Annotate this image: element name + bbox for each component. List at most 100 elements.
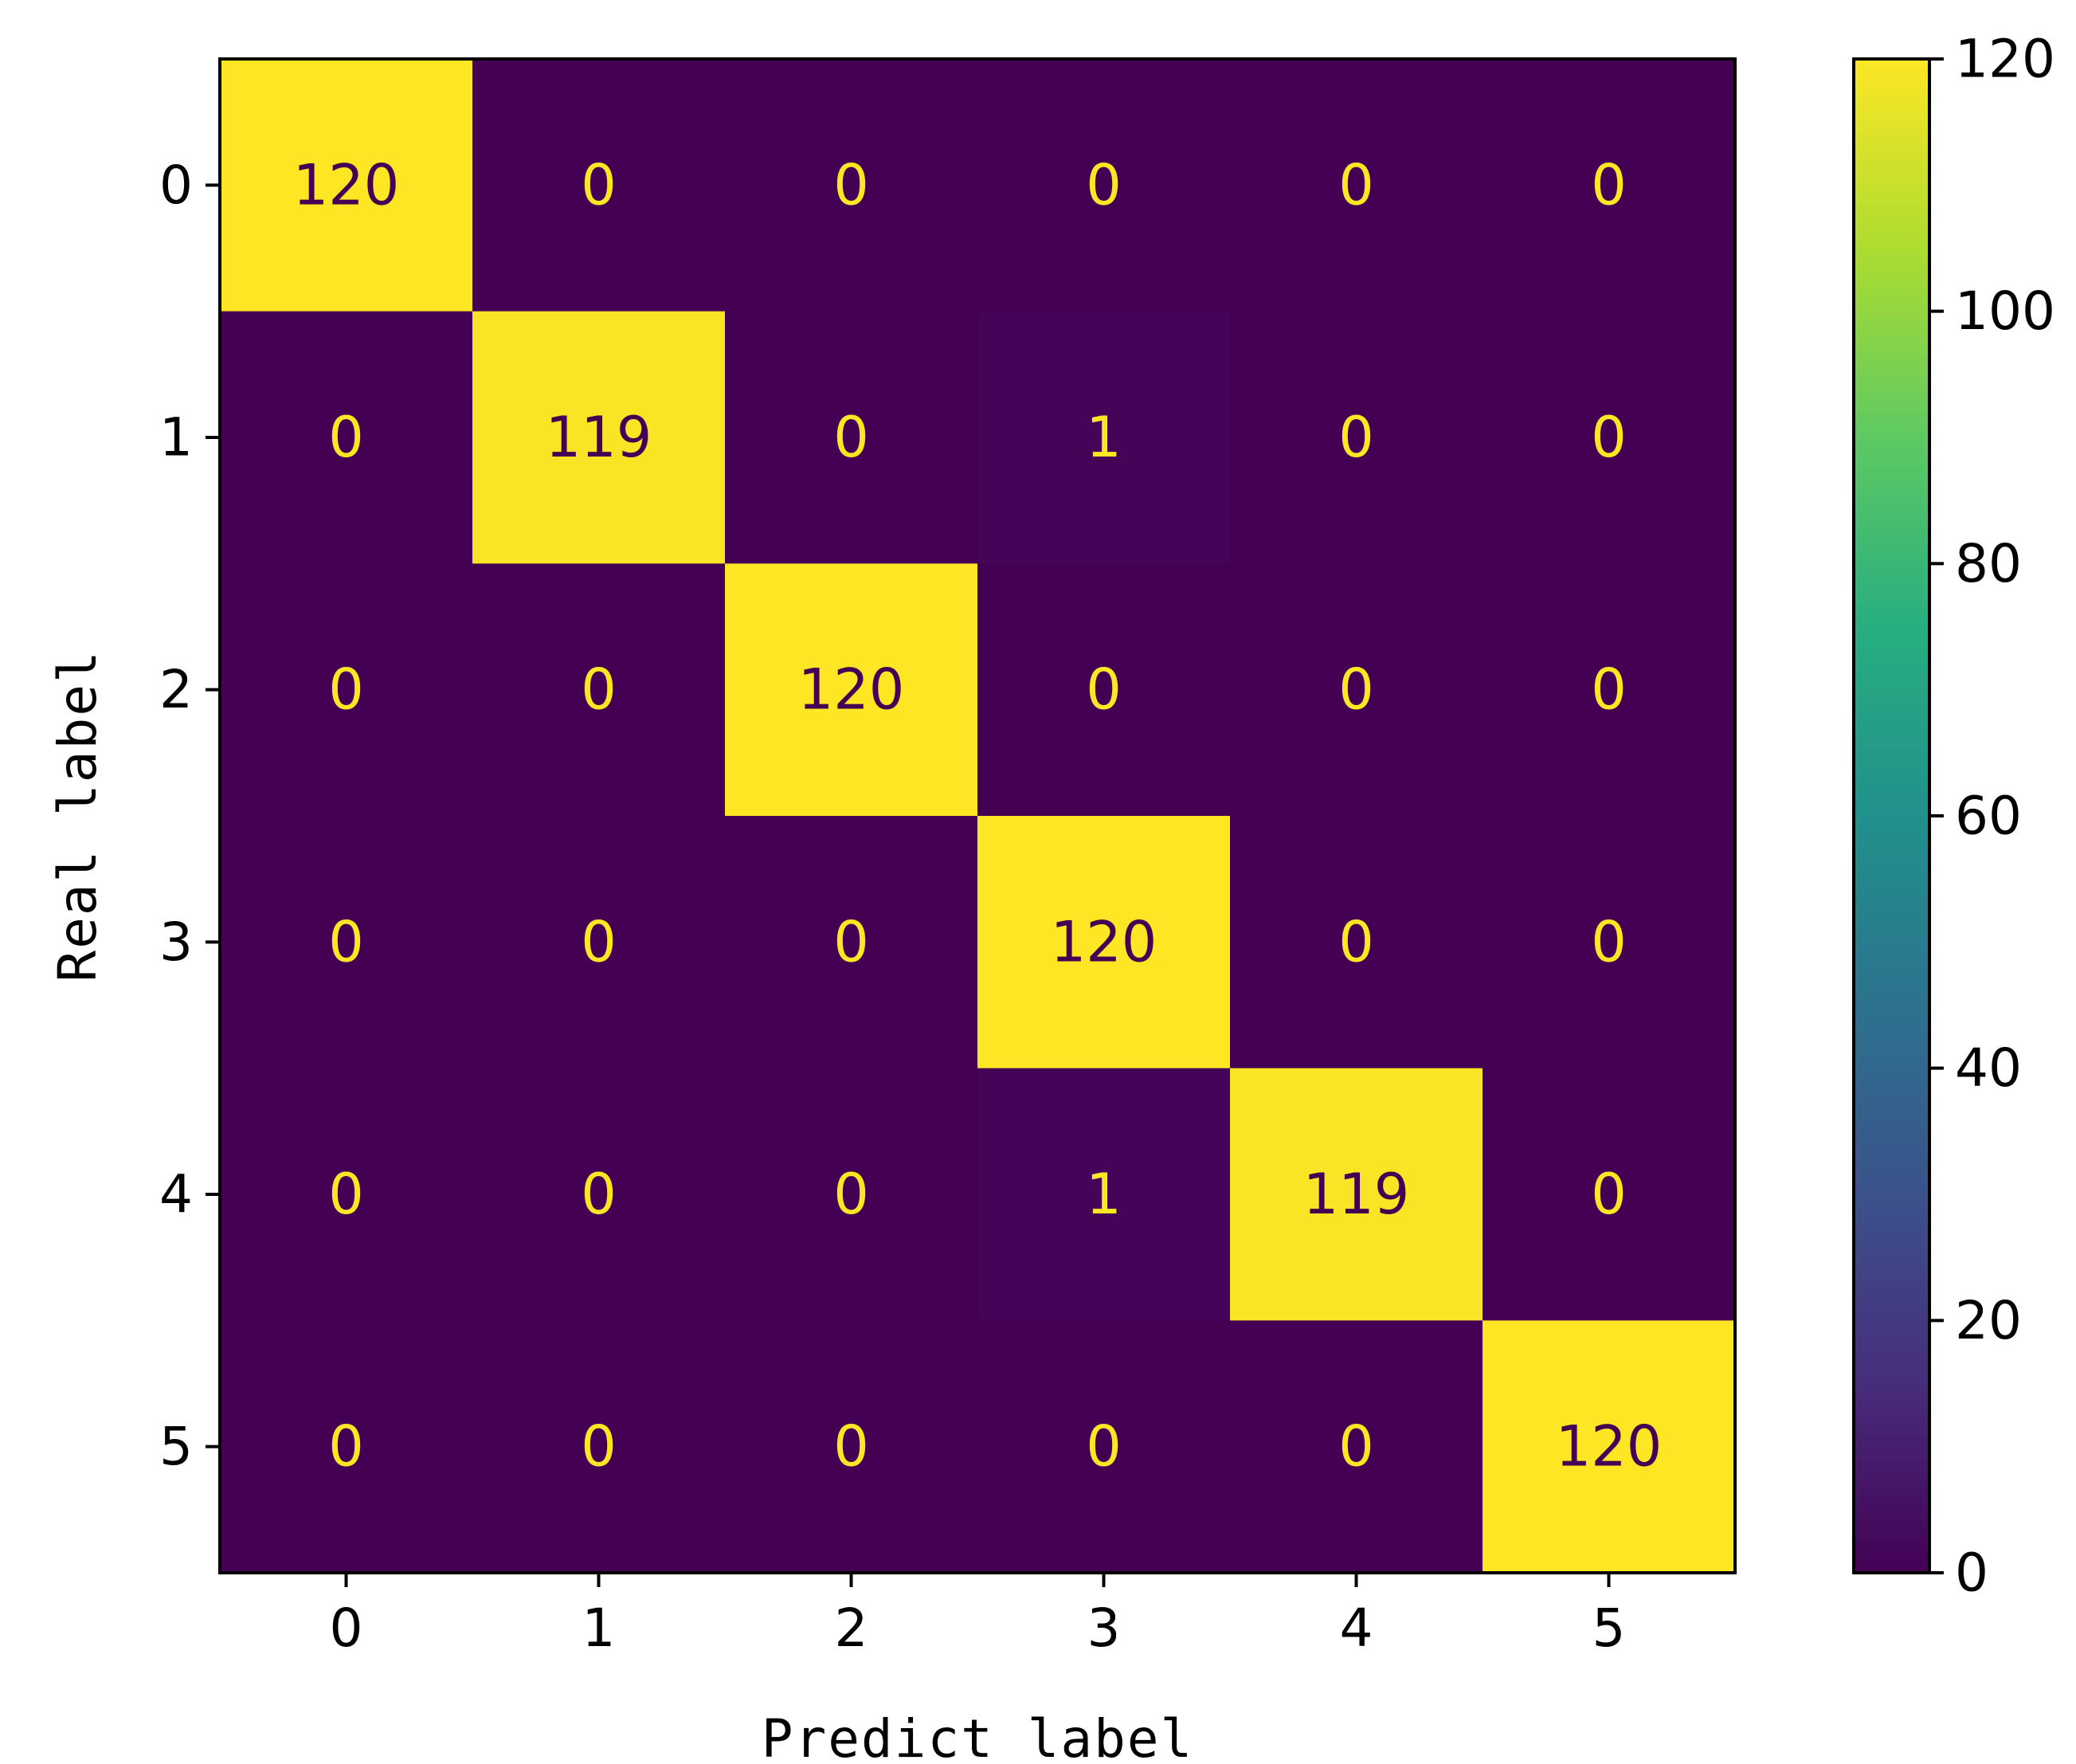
x-tick-label: 0 xyxy=(330,1597,363,1659)
heatmap-cell xyxy=(1230,59,1483,312)
cell-value-label: 0 xyxy=(1086,657,1122,723)
cell-value-label: 0 xyxy=(328,405,364,470)
colorbar-tick-label: 40 xyxy=(1955,1037,2022,1099)
heatmap-cells xyxy=(220,59,1736,1574)
y-tick-label: 0 xyxy=(159,155,193,216)
heatmap-cell xyxy=(472,816,726,1069)
heatmap-cell xyxy=(472,311,726,564)
heatmap-cell xyxy=(472,59,726,312)
x-axis-title: Predict label xyxy=(762,1708,1194,1764)
colorbar-tick-label: 0 xyxy=(1955,1543,1988,1604)
cell-value-label: 120 xyxy=(1051,909,1157,974)
y-tick-label: 4 xyxy=(159,1164,193,1225)
cell-value-label: 0 xyxy=(1338,405,1374,470)
cell-value-label: 120 xyxy=(293,152,400,218)
cell-value-label: 0 xyxy=(833,909,869,974)
heatmap-cell xyxy=(220,1068,473,1321)
heatmap-cell xyxy=(977,563,1231,817)
heatmap-cell xyxy=(977,1320,1231,1574)
heatmap-cell xyxy=(220,563,473,817)
cell-value-label: 0 xyxy=(1591,152,1627,218)
cell-value-label: 0 xyxy=(581,1162,617,1227)
heatmap-cell xyxy=(220,59,473,312)
heatmap-cell xyxy=(977,311,1231,564)
heatmap-cell xyxy=(472,563,726,817)
heatmap-cell xyxy=(1483,311,1736,564)
colorbar xyxy=(1854,59,1929,1573)
heatmap-cell xyxy=(1230,311,1483,564)
heatmap-cell-labels: 120 0 0 0 0 0 0 119 0 1 0 0 0 0 120 0 0 0 0 0 0 120 0 0 0 0 0 1 119 0… xyxy=(293,152,1663,1479)
heatmap-cell xyxy=(1483,1320,1736,1574)
colorbar-tick-label: 80 xyxy=(1955,533,2022,594)
cell-value-label: 0 xyxy=(833,152,869,218)
cell-value-label: 0 xyxy=(1338,909,1374,974)
cell-value-label: 0 xyxy=(1591,1162,1627,1227)
heatmap-cell xyxy=(1230,1068,1483,1321)
heatmap-cell xyxy=(472,1068,726,1321)
heatmap-cell xyxy=(220,311,473,564)
cell-value-label: 0 xyxy=(1338,657,1374,723)
heatmap-cell xyxy=(977,1068,1231,1321)
cell-value-label: 0 xyxy=(328,1414,364,1480)
heatmap-cell xyxy=(220,816,473,1069)
x-axis-ticks: 0 1 2 3 4 5 xyxy=(330,1573,1626,1659)
cell-value-label: 0 xyxy=(328,909,364,974)
cell-value-label: 0 xyxy=(1338,152,1374,218)
heatmap-cell xyxy=(1230,1320,1483,1574)
heatmap-cell xyxy=(725,1068,978,1321)
heatmap-cell xyxy=(725,563,978,817)
heatmap-cell xyxy=(1483,816,1736,1069)
heatmap-cell xyxy=(1230,816,1483,1069)
y-tick-label: 1 xyxy=(159,407,193,468)
cell-value-label: 0 xyxy=(1086,152,1122,218)
y-tick-label: 5 xyxy=(159,1416,193,1477)
cell-value-label: 0 xyxy=(1086,1414,1122,1480)
cell-value-label: 120 xyxy=(1556,1414,1663,1480)
cell-value-label: 0 xyxy=(1591,909,1627,974)
cell-value-label: 1 xyxy=(1086,405,1122,470)
heatmap-cell xyxy=(725,816,978,1069)
heatmap-cell xyxy=(220,1320,473,1574)
heatmap-cell xyxy=(472,1320,726,1574)
heatmap-cell xyxy=(725,59,978,312)
cell-value-label: 119 xyxy=(546,405,652,470)
heatmap-cell xyxy=(1483,563,1736,817)
y-tick-label: 2 xyxy=(159,659,193,720)
cell-value-label: 0 xyxy=(833,1162,869,1227)
y-axis-title: Real label xyxy=(47,649,108,982)
plot-frame xyxy=(218,57,1737,1574)
cell-value-label: 0 xyxy=(833,1414,869,1480)
x-tick-label: 1 xyxy=(582,1597,616,1659)
heatmap-cell xyxy=(1483,59,1736,312)
colorbar-tick-label: 20 xyxy=(1955,1290,2022,1351)
x-tick-label: 5 xyxy=(1592,1597,1626,1659)
heatmap-cell xyxy=(725,311,978,564)
cell-value-label: 0 xyxy=(581,1414,617,1480)
heatmap-cell xyxy=(1230,563,1483,817)
cell-value-label: 0 xyxy=(581,152,617,218)
cell-value-label: 120 xyxy=(798,657,905,723)
colorbar-tick-label: 120 xyxy=(1955,29,2055,90)
y-axis-ticks: 0 1 2 3 4 5 xyxy=(159,155,220,1477)
heatmap-cell xyxy=(977,59,1231,312)
cell-value-label: 0 xyxy=(1338,1414,1374,1480)
cell-value-label: 119 xyxy=(1303,1162,1410,1227)
heatmap-cell xyxy=(725,1320,978,1574)
cell-value-label: 0 xyxy=(1591,405,1627,470)
cell-value-label: 0 xyxy=(833,405,869,470)
colorbar-tick-label: 60 xyxy=(1955,786,2022,847)
y-tick-label: 3 xyxy=(159,911,193,973)
heatmap-cell xyxy=(1483,1068,1736,1321)
x-tick-label: 2 xyxy=(835,1597,868,1659)
colorbar-tick-label: 100 xyxy=(1955,280,2055,342)
cell-value-label: 0 xyxy=(581,909,617,974)
heatmap-cell xyxy=(977,816,1231,1069)
cell-value-label: 0 xyxy=(1591,657,1627,723)
colorbar-ticks: 0 20 40 60 80 100 120 xyxy=(1929,29,2055,1604)
cell-value-label: 0 xyxy=(328,1162,364,1227)
cell-value-label: 1 xyxy=(1086,1162,1122,1227)
x-tick-label: 3 xyxy=(1087,1597,1121,1659)
x-tick-label: 4 xyxy=(1340,1597,1373,1659)
cell-value-label: 0 xyxy=(328,657,364,723)
